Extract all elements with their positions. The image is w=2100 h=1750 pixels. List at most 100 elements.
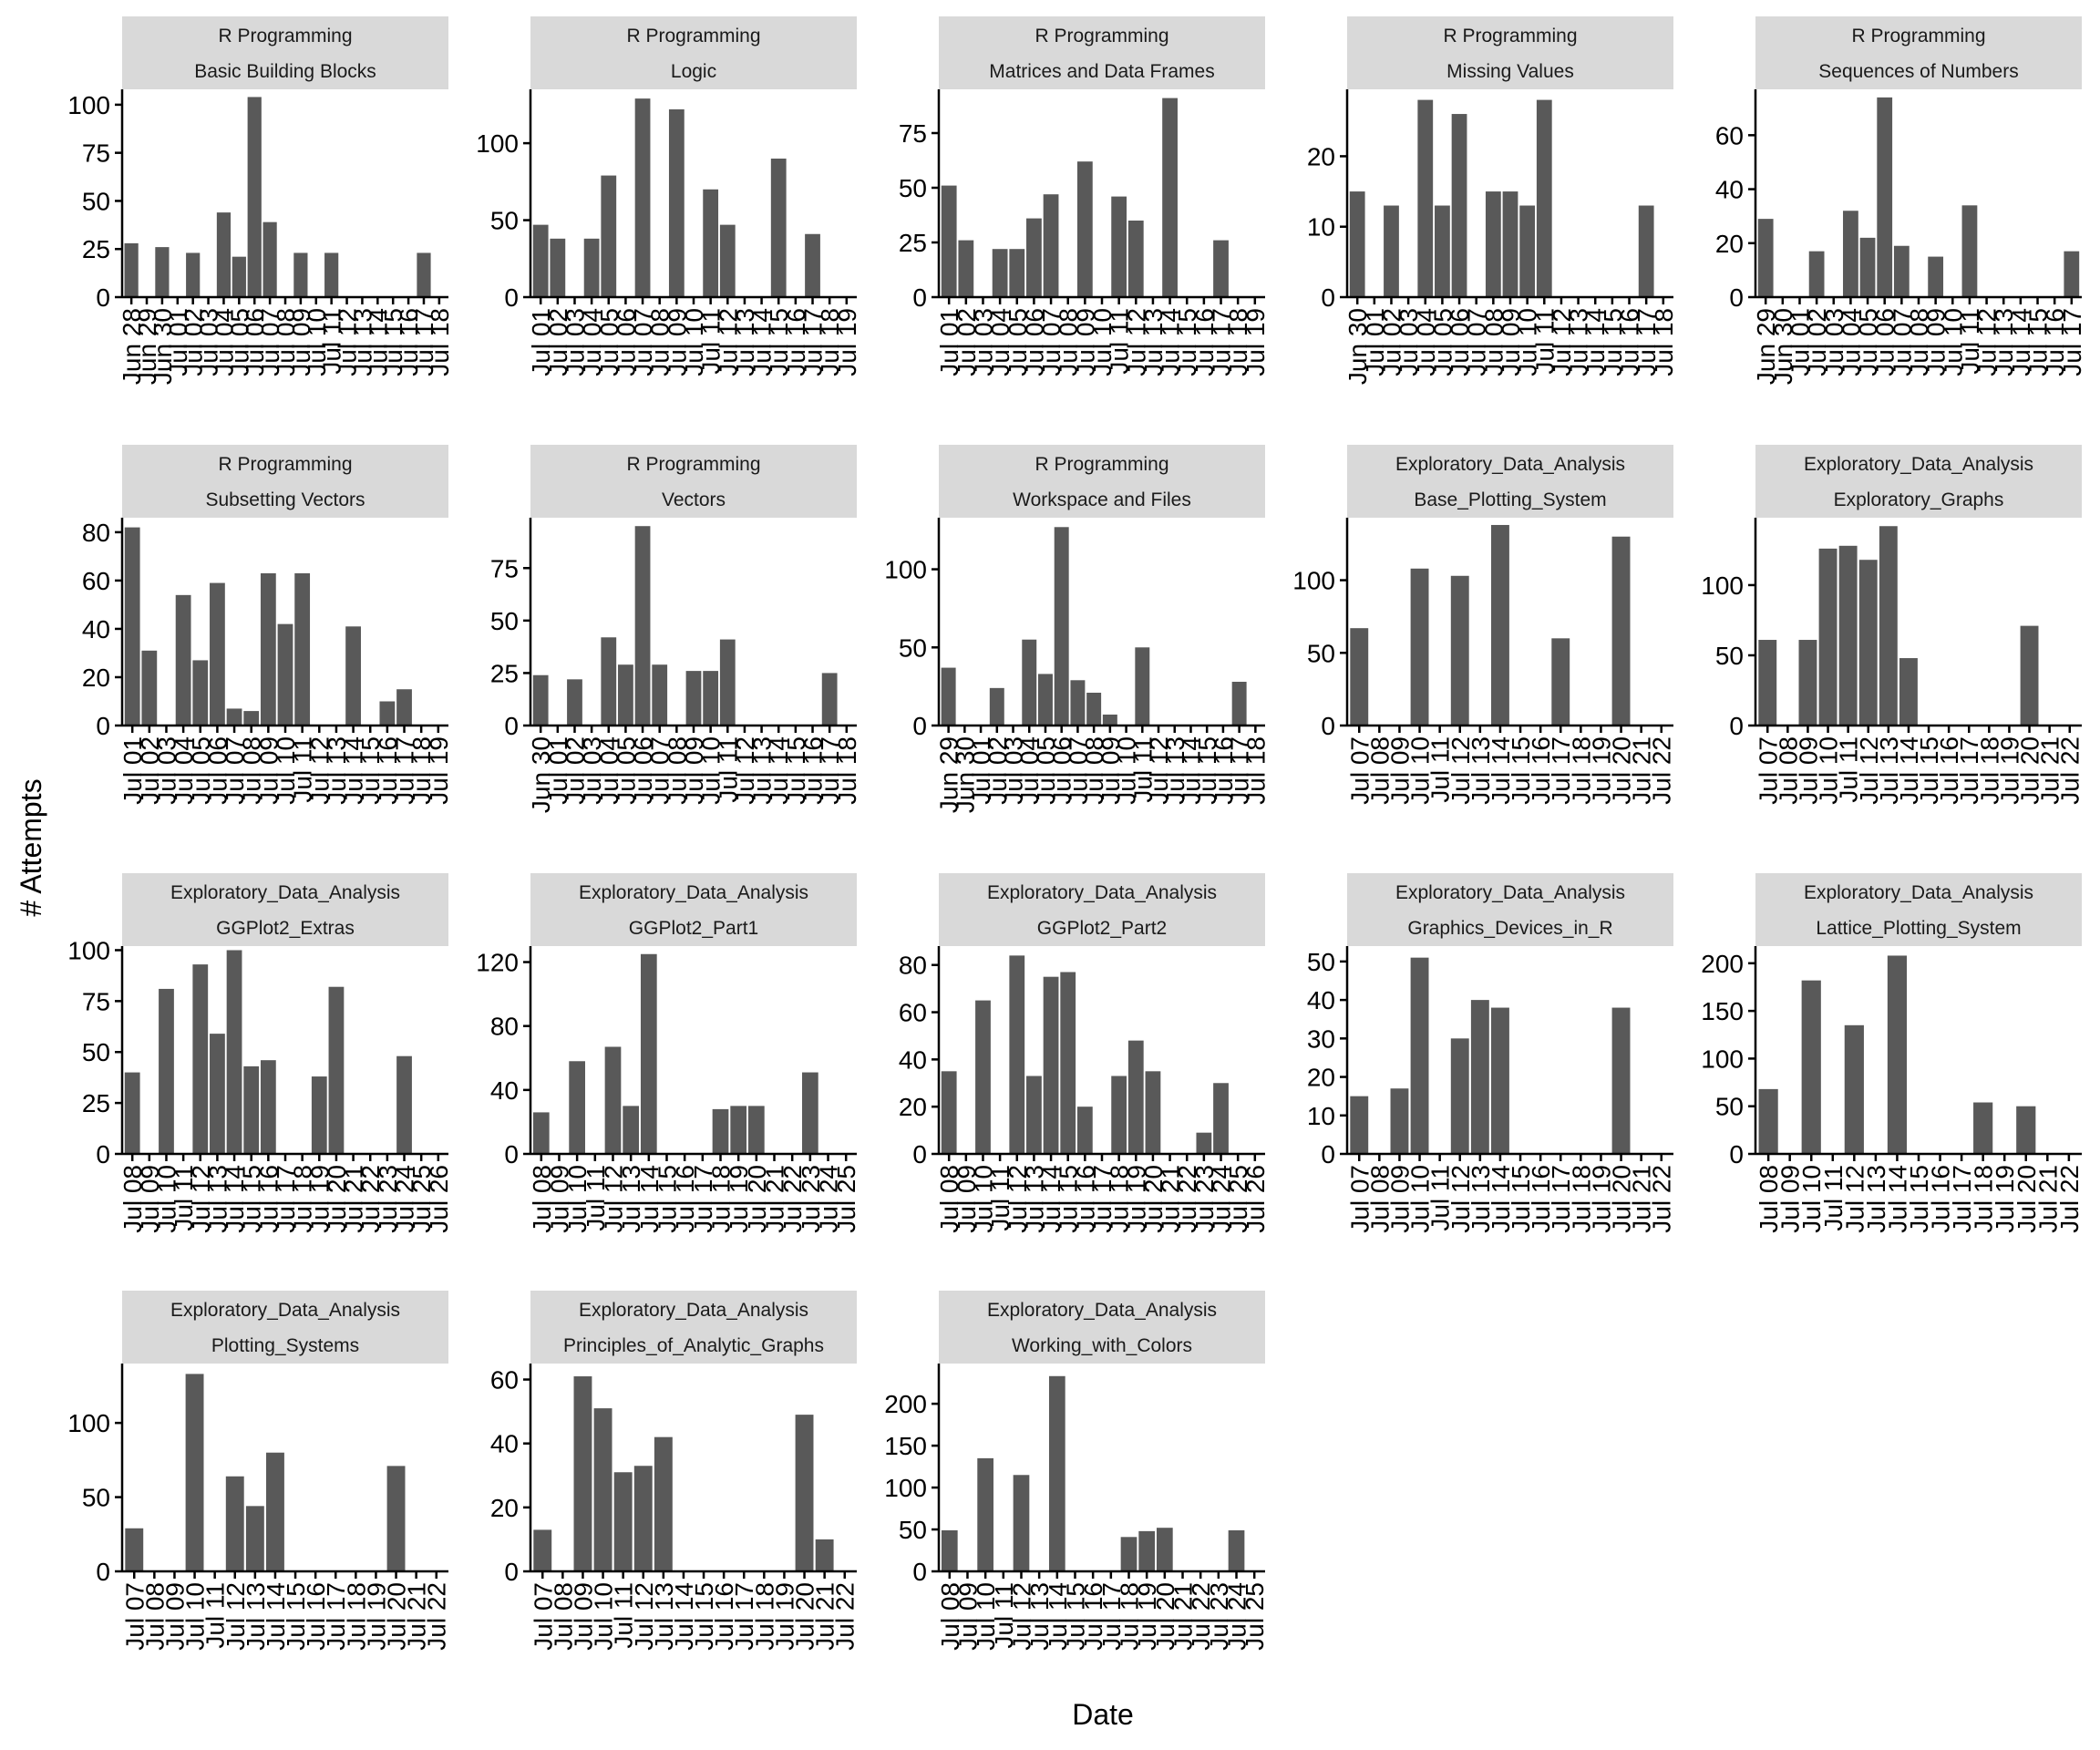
x-tick-label: Jul 25 — [1224, 1165, 1252, 1233]
bar — [1060, 972, 1076, 1154]
y-tick-label: 0 — [96, 283, 110, 312]
facet-course-label: Exploratory_Data_Analysis — [170, 882, 400, 903]
y-tick-label: 20 — [899, 1093, 927, 1121]
bar — [1026, 1076, 1042, 1154]
facet-strip — [530, 1291, 857, 1364]
x-tick-label: Jul 13 — [1875, 736, 1903, 805]
bar — [1384, 205, 1399, 297]
bar — [1127, 1040, 1144, 1154]
x-tick-label: Jul 20 — [743, 1165, 771, 1233]
y-tick-label: 0 — [504, 1558, 519, 1586]
x-tick-label: Jul 10 — [303, 308, 331, 376]
x-tick-label: Jul 24 — [391, 1165, 419, 1233]
bar — [1858, 560, 1878, 726]
y-tick-label: 75 — [490, 554, 519, 582]
x-tick-label: Jul 06 — [1020, 308, 1048, 376]
x-tick-label: Jul 14 — [340, 736, 368, 805]
facet-course-label: Exploratory_Data_Analysis — [579, 882, 808, 903]
x-tick-label: Jul 10 — [1939, 308, 1967, 376]
bar — [186, 252, 201, 297]
facet-strip — [939, 445, 1265, 518]
x-tick-label: Jul 19 — [1995, 736, 2023, 805]
bar — [1879, 526, 1898, 726]
facet-lesson-label: Exploratory_Graphs — [1834, 489, 2004, 510]
x-tick-label: Jul 06 — [1048, 736, 1076, 805]
x-tick-label: Jul 05 — [225, 308, 253, 376]
x-tick-label: Jul 10 — [152, 1165, 180, 1233]
bar — [1111, 1076, 1127, 1154]
bar — [1054, 527, 1069, 726]
bar — [941, 1529, 958, 1571]
x-tick-label: Jul 03 — [969, 308, 997, 376]
bar — [1349, 191, 1365, 297]
y-tick-label: 50 — [82, 187, 110, 215]
facet-lesson-label: GGPlot2_Part2 — [1037, 918, 1167, 939]
bar — [1502, 191, 1518, 297]
x-tick-label: Jul 02 — [1377, 308, 1405, 376]
x-tick-label: Jul 14 — [1487, 736, 1515, 805]
y-tick-label: 20 — [1715, 230, 1744, 258]
x-tick-label: Jul 01 — [544, 736, 572, 805]
x-tick-label: Jul 20 — [1608, 736, 1636, 805]
y-tick-label: 100 — [1701, 1045, 1744, 1073]
x-tick-label: Jul 16 — [1935, 736, 1963, 805]
facet-panel: Exploratory_Data_Analysis Base_Plotting_S… — [1292, 445, 1676, 805]
x-tick-label: Jul 18 — [1224, 308, 1252, 376]
y-tick-label: 0 — [1321, 1140, 1335, 1168]
x-tick-label: Jul 07 — [646, 736, 674, 805]
y-tick-label: 25 — [899, 229, 927, 257]
x-tick-label: Jul 16 — [395, 308, 423, 376]
x-tick-label: Jul 13 — [348, 308, 376, 376]
x-tick-label: Jul 01 — [967, 736, 995, 805]
x-tick-label: Jul 06 — [612, 308, 640, 376]
facet-course-label: R Programming — [218, 454, 352, 475]
facet-lesson-label: Vectors — [662, 489, 726, 510]
bar — [550, 238, 566, 297]
facet-course-label: Exploratory_Data_Analysis — [1804, 454, 2033, 475]
x-tick-label: Jul 17 — [799, 308, 828, 376]
x-tick-label: Jul 07 — [1463, 308, 1491, 376]
facet-strip — [530, 873, 857, 946]
x-tick-label: Jul 06 — [241, 308, 269, 376]
bar — [1213, 1083, 1229, 1154]
bar — [815, 1539, 834, 1571]
facet-course-label: R Programming — [1035, 26, 1168, 46]
bar — [124, 527, 140, 726]
x-tick-label: Jul 11 — [170, 1165, 198, 1231]
facet-lesson-label: Principles_of_Analytic_Graphs — [563, 1335, 824, 1356]
bar — [719, 224, 736, 297]
x-tick-label: Jul 12 — [1548, 308, 1576, 376]
x-tick-label: Jul 12 — [1446, 736, 1475, 805]
x-tick-label: Jul 20 — [2016, 736, 2044, 805]
x-tick-label: Jul 08 — [1905, 308, 1933, 376]
bar — [396, 1055, 412, 1154]
bar — [243, 711, 260, 726]
bar — [703, 671, 719, 726]
x-tick-label: Jul 17 — [689, 1165, 717, 1233]
facet-strip — [1347, 873, 1673, 946]
x-tick-label: Jul 18 — [1650, 308, 1678, 376]
x-tick-label: Jul 09 — [1096, 736, 1125, 805]
y-tick-label: 50 — [490, 207, 519, 235]
y-tick-label: 75 — [82, 139, 110, 168]
x-tick-label: Jul 06 — [1446, 308, 1474, 376]
bar — [386, 1466, 406, 1571]
bar — [634, 526, 651, 726]
x-tick-label: Jul 16 — [1927, 1165, 1955, 1233]
x-tick-label: Jul 04 — [1412, 308, 1440, 376]
x-tick-label: Jul 03 — [1820, 308, 1848, 376]
x-tick-label: Jul 02 — [561, 736, 589, 805]
y-tick-label: 40 — [1307, 986, 1335, 1014]
x-tick-label: Jul 22 — [1173, 1165, 1201, 1233]
y-tick-label: 50 — [82, 1484, 110, 1512]
x-tick-label: Jul 06 — [1871, 308, 1899, 376]
x-tick-label: Jul 07 — [1888, 308, 1916, 376]
bar — [567, 679, 582, 726]
y-tick-label: 20 — [82, 664, 110, 692]
y-tick-label: 150 — [1701, 997, 1744, 1025]
bar — [1026, 218, 1042, 297]
x-tick-label: Jul 02 — [180, 308, 208, 376]
x-tick-label: Jul 15 — [238, 1165, 266, 1233]
y-tick-label: 20 — [490, 1494, 519, 1522]
bar — [1485, 191, 1501, 297]
